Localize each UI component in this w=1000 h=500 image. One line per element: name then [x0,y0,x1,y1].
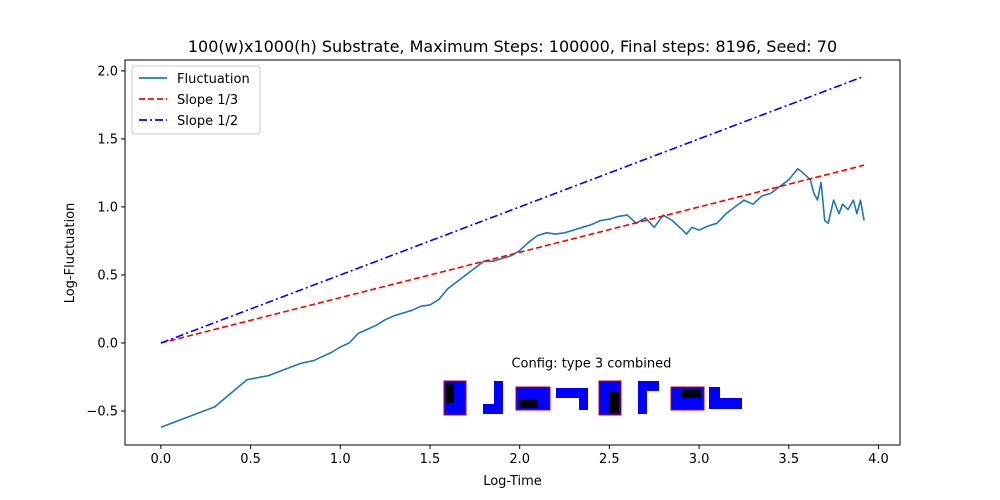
config-glyph-block [579,388,588,410]
x-tick-label: 3.0 [689,452,710,467]
x-tick-label: 4.0 [868,452,889,467]
config-glyph-block [681,389,701,398]
config-glyph-block [556,388,588,398]
y-tick-label: 0.5 [97,268,118,283]
config-glyph-block [709,387,720,409]
x-axis-ticks: 0.0 0.5 1.0 1.5 2.0 2.5 3.0 3.5 4.0 [151,445,889,467]
config-glyph-block [638,381,647,414]
y-tick-label: 0.0 [97,336,118,351]
legend-label-slope-1-3: Slope 1/3 [177,93,238,108]
config-glyph-block [483,404,503,414]
config-glyphs [443,380,742,416]
x-tick-label: 0.5 [240,452,261,467]
y-axis-label: Log-Fluctuation [63,203,78,304]
y-tick-label: −0.5 [86,404,118,419]
config-glyph-block [709,398,742,409]
series-line-slope-1-2 [160,75,865,344]
config-glyph-block [609,392,619,413]
legend-label-fluctuation: Fluctuation [177,72,250,87]
series-line-slope-1-3 [160,164,865,344]
series-layer [160,75,865,429]
x-tick-label: 1.5 [420,452,441,467]
plot-frame [124,59,901,446]
y-tick-label: 2.0 [97,64,118,79]
y-tick-label: 1.0 [97,200,118,215]
legend-box [131,65,261,135]
config-annotation: Config: type 3 combined [511,356,671,371]
y-axis-ticks: −0.5 0.0 0.5 1.0 1.5 2.0 [86,64,125,419]
config-glyph-block [638,381,659,391]
x-tick-label: 2.0 [509,452,530,467]
x-tick-label: 1.0 [330,452,351,467]
x-tick-label: 0.0 [151,452,172,467]
config-glyph-block [446,383,454,403]
config-glyph-block [494,381,503,414]
config-glyph-block [520,399,538,408]
chart-title: 100(w)x1000(h) Substrate, Maximum Steps:… [188,37,837,56]
series-line-fluctuation [160,168,865,429]
x-axis-label: Log-Time [483,474,542,489]
x-tick-label: 2.5 [599,452,620,467]
legend: Fluctuation Slope 1/3 Slope 1/2 [131,65,261,135]
legend-label-slope-1-2: Slope 1/2 [177,114,238,129]
x-tick-label: 3.5 [778,452,799,467]
y-tick-label: 1.5 [97,132,118,147]
